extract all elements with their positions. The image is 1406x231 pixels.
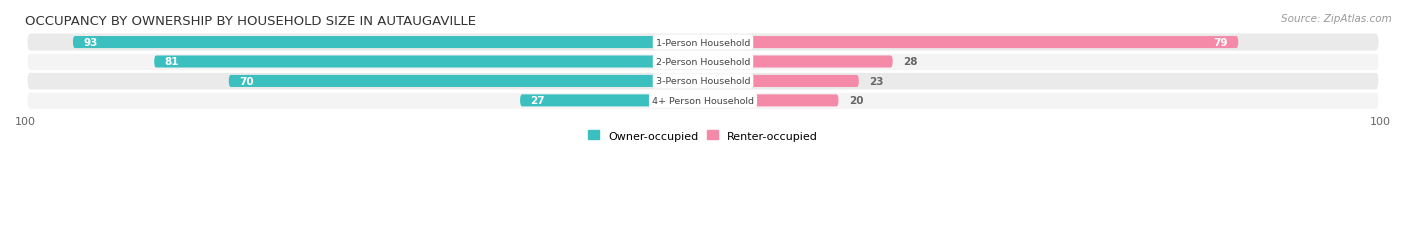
Text: 70: 70 [239, 77, 253, 87]
FancyBboxPatch shape [28, 54, 1378, 71]
FancyBboxPatch shape [28, 92, 1378, 109]
Text: 2-Person Household: 2-Person Household [655, 58, 751, 67]
Text: 28: 28 [903, 57, 917, 67]
FancyBboxPatch shape [28, 73, 1378, 90]
Text: 93: 93 [83, 38, 97, 48]
Text: Source: ZipAtlas.com: Source: ZipAtlas.com [1281, 14, 1392, 24]
Text: OCCUPANCY BY OWNERSHIP BY HOUSEHOLD SIZE IN AUTAUGAVILLE: OCCUPANCY BY OWNERSHIP BY HOUSEHOLD SIZE… [25, 15, 477, 28]
Text: 1-Person Household: 1-Person Household [655, 38, 751, 47]
FancyBboxPatch shape [520, 95, 703, 107]
FancyBboxPatch shape [155, 56, 703, 68]
Text: 81: 81 [165, 57, 179, 67]
Text: 3-Person Household: 3-Person Household [655, 77, 751, 86]
Text: 79: 79 [1213, 38, 1227, 48]
FancyBboxPatch shape [73, 37, 703, 49]
FancyBboxPatch shape [703, 37, 1239, 49]
Legend: Owner-occupied, Renter-occupied: Owner-occupied, Renter-occupied [583, 126, 823, 145]
FancyBboxPatch shape [229, 76, 703, 88]
FancyBboxPatch shape [703, 56, 893, 68]
Text: 4+ Person Household: 4+ Person Household [652, 97, 754, 105]
FancyBboxPatch shape [703, 95, 838, 107]
Text: 27: 27 [530, 96, 546, 106]
FancyBboxPatch shape [703, 76, 859, 88]
Text: 20: 20 [849, 96, 863, 106]
Text: 23: 23 [869, 77, 883, 87]
FancyBboxPatch shape [28, 34, 1378, 51]
